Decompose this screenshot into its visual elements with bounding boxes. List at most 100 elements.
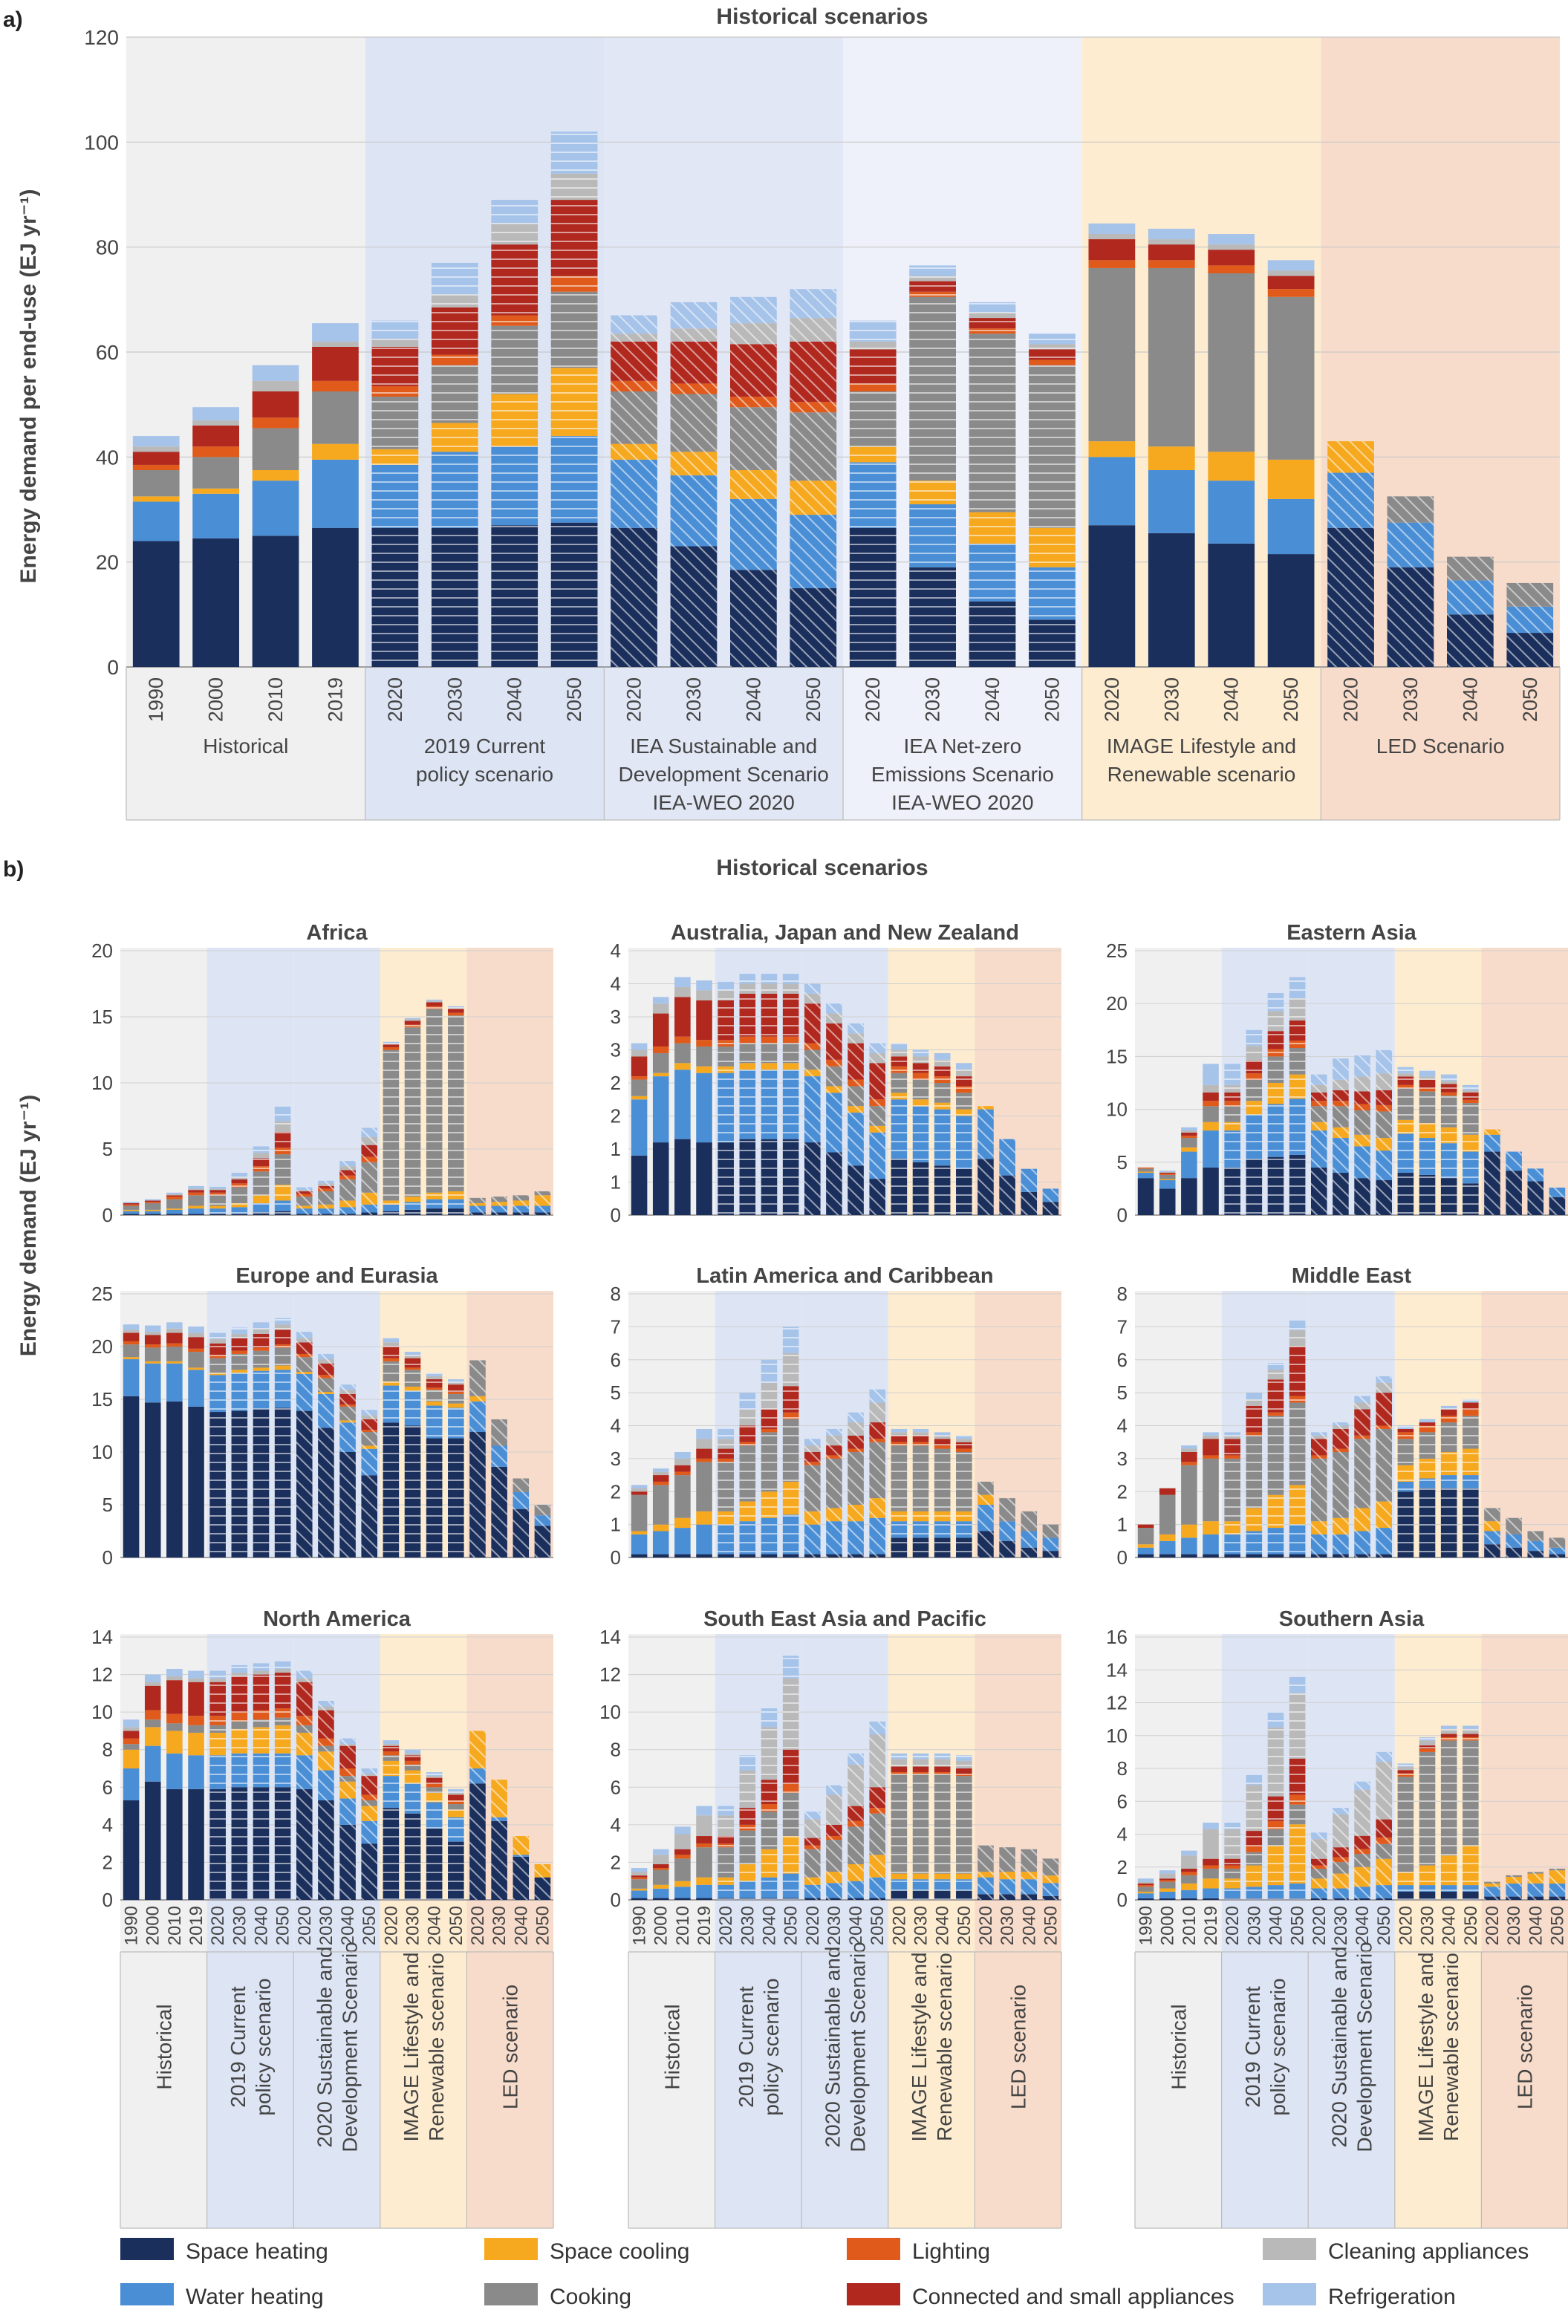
bar-segment-hatch bbox=[804, 1439, 821, 1446]
bar-segment-hatch bbox=[253, 1171, 270, 1196]
bar-segment-lighting bbox=[192, 446, 239, 458]
bar-segment-hatch bbox=[1549, 1883, 1566, 1897]
bar-segment-space-heating bbox=[631, 1554, 648, 1558]
bar-segment-hatch bbox=[826, 1066, 842, 1087]
bar-segment-hatch bbox=[339, 1166, 356, 1171]
bar-segment-hatch bbox=[1397, 1073, 1414, 1077]
x-tick-label: 2050 bbox=[1041, 1906, 1061, 1945]
bar-segment-water-heating bbox=[652, 1076, 669, 1143]
bar-segment-hatch bbox=[912, 1890, 929, 1900]
bar-segment-refrigeration bbox=[166, 1668, 183, 1677]
bar-segment-hatch bbox=[782, 1678, 799, 1750]
bar-segment-hatch bbox=[718, 1047, 734, 1067]
bar-segment-hatch bbox=[209, 1205, 226, 1209]
bar-segment-space-cooling bbox=[188, 1205, 204, 1209]
bar-segment-hatch bbox=[426, 1376, 443, 1380]
x-tick-label: 2040 bbox=[1459, 677, 1481, 722]
legend-swatch bbox=[484, 2238, 538, 2260]
group-label-iea-net-zero-emissions-scenario-iea-weo-2020: Emissions Scenario bbox=[871, 763, 1054, 786]
bar-segment-hatch bbox=[318, 1428, 334, 1558]
bar-segment-hatch bbox=[1289, 1320, 1306, 1330]
bar-segment-hatch bbox=[383, 1381, 400, 1386]
bar-segment-cooking bbox=[1137, 1887, 1154, 1892]
bar-segment-connected-and-small-appliances bbox=[1148, 244, 1195, 261]
bar-segment-hatch bbox=[383, 1338, 400, 1343]
bar-segment-hatch bbox=[1419, 1425, 1436, 1433]
bar-segment-refrigeration bbox=[674, 977, 691, 987]
bar-segment-lighting bbox=[188, 1348, 204, 1353]
bar-segment-hatch bbox=[611, 380, 657, 391]
x-tick-label: 2020 bbox=[1340, 677, 1362, 722]
bar-segment-hatch bbox=[361, 1162, 378, 1193]
region-title: Eastern Asia bbox=[1286, 921, 1416, 945]
bar-segment-hatch bbox=[513, 1856, 530, 1900]
bar-segment-hatch bbox=[550, 368, 598, 437]
bar-segment-space-heating bbox=[1159, 1188, 1176, 1215]
bar-segment-cooking bbox=[674, 1475, 691, 1518]
bar-segment-hatch bbox=[274, 1673, 291, 1709]
x-tick-label: 2020 bbox=[384, 677, 406, 722]
bar-segment-hatch bbox=[934, 1772, 951, 1774]
bar-segment-hatch bbox=[739, 1442, 756, 1446]
bar-segment-cleaning bbox=[1203, 1435, 1219, 1439]
bar-segment-hatch bbox=[1354, 1091, 1370, 1104]
x-tick-label: 2030 bbox=[1160, 677, 1182, 722]
bar-segment-lighting bbox=[674, 1036, 691, 1044]
bar-segment-hatch bbox=[1506, 633, 1554, 667]
bar-segment-water-heating bbox=[166, 1209, 183, 1214]
bar-segment-hatch bbox=[790, 402, 837, 413]
bar-segment-hatch bbox=[1440, 1855, 1457, 1886]
x-tick-label: 2050 bbox=[273, 1906, 293, 1945]
x-tick-label: 2040 bbox=[981, 677, 1003, 722]
bar-segment-hatch bbox=[361, 1843, 378, 1900]
bar-segment-hatch bbox=[404, 1209, 421, 1215]
bar-segment-hatch bbox=[1419, 1091, 1436, 1124]
bar-segment-hatch bbox=[912, 1063, 929, 1073]
bar-segment-hatch bbox=[1246, 1405, 1263, 1433]
bar-segment-hatch bbox=[448, 1792, 464, 1795]
bar-segment-cooking bbox=[1203, 1106, 1219, 1122]
bar-segment-space-heating bbox=[1181, 1898, 1197, 1900]
bar-segment-hatch bbox=[1419, 1488, 1436, 1558]
bar-segment-hatch bbox=[1310, 1092, 1327, 1101]
region-title: Europe and Eurasia bbox=[235, 1264, 438, 1288]
bar-segment-refrigeration bbox=[1159, 1870, 1176, 1874]
bar-segment-hatch bbox=[1246, 1393, 1263, 1399]
bar-segment-space-cooling bbox=[696, 1877, 712, 1885]
bar-segment-hatch bbox=[1267, 1011, 1284, 1032]
y-tick-label: 2 bbox=[611, 1851, 621, 1873]
scenario-band-image-lifestyle-and-renewable-scenario bbox=[380, 1634, 467, 2228]
bar-segment-hatch bbox=[296, 1682, 313, 1716]
bar-segment-cooking bbox=[631, 1494, 648, 1532]
bar-segment-hatch bbox=[1376, 1180, 1393, 1215]
bar-segment-hatch bbox=[761, 1877, 778, 1898]
bar-segment-hatch bbox=[1440, 1178, 1457, 1215]
bar-segment-lighting bbox=[674, 1471, 691, 1476]
bar-segment-cleaning bbox=[1181, 1448, 1197, 1452]
bar-segment-space-cooling bbox=[123, 1749, 140, 1768]
bar-segment-hatch bbox=[739, 1554, 756, 1558]
bar-segment-hatch bbox=[371, 339, 419, 347]
bar-segment-hatch bbox=[431, 307, 478, 355]
x-tick-label: 2020 bbox=[1483, 1906, 1503, 1945]
bar-segment-hatch bbox=[1463, 1845, 1479, 1886]
bar-segment-hatch bbox=[426, 1373, 443, 1376]
bar-segment-hatch bbox=[1419, 1076, 1436, 1080]
bar-segment-hatch bbox=[977, 1159, 994, 1215]
bar-segment-space-cooling bbox=[1181, 1883, 1197, 1890]
scenario-band-led-scenario bbox=[466, 948, 553, 1215]
y-tick-label: 10 bbox=[91, 1072, 113, 1094]
x-tick-label: 2030 bbox=[403, 1906, 423, 1945]
bar-segment-hatch bbox=[1463, 1090, 1479, 1093]
bar-segment-hatch bbox=[491, 1212, 507, 1215]
bar-segment-hatch bbox=[1440, 1405, 1457, 1410]
bar-segment-lighting bbox=[1181, 1872, 1197, 1875]
bar-segment-hatch bbox=[1506, 1875, 1522, 1878]
bar-segment-hatch bbox=[404, 1370, 421, 1387]
bar-segment-connected-and-small-appliances bbox=[252, 391, 299, 418]
bar-segment-hatch bbox=[891, 1066, 908, 1073]
bar-segment-cleaning-appliances bbox=[252, 380, 299, 391]
bar-segment-hatch bbox=[448, 1809, 464, 1817]
bar-segment-hatch bbox=[956, 1760, 972, 1768]
bar-segment-hatch bbox=[891, 1442, 908, 1446]
